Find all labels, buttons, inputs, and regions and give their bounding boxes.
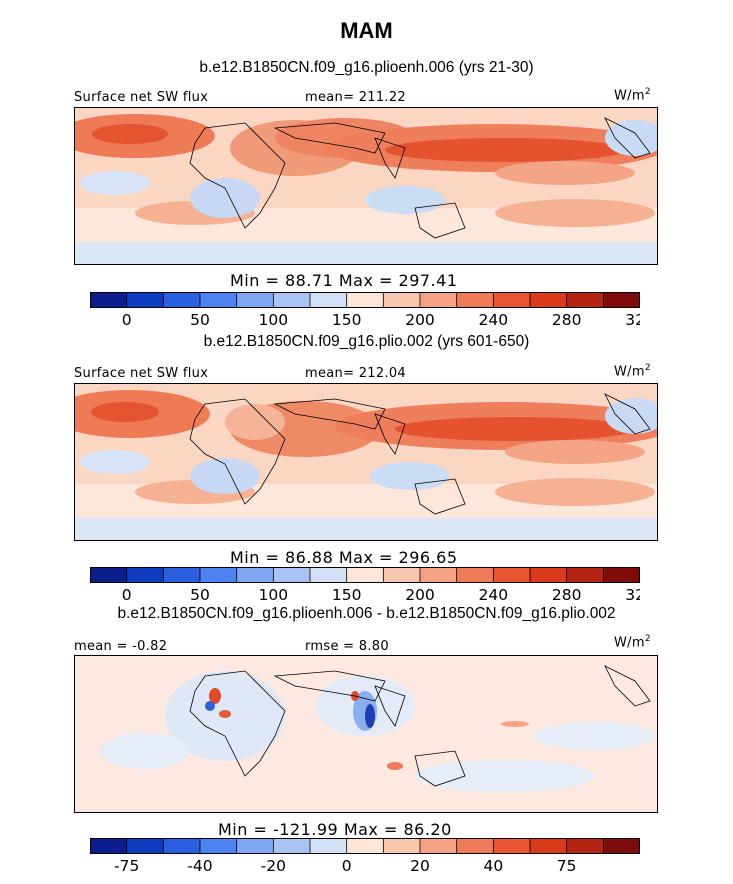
colorbar-swatch xyxy=(310,838,348,854)
colorbar-swatch xyxy=(163,292,201,308)
panel-1-units: W/m2 xyxy=(614,87,651,104)
colorbar-swatch xyxy=(493,838,531,854)
colorbar-border xyxy=(90,292,640,308)
colorbar-swatch xyxy=(420,292,458,308)
colorbar-swatch xyxy=(346,838,384,854)
colorbar-swatch xyxy=(530,567,568,583)
panel-3-left-label: mean = -0.82 xyxy=(74,639,168,654)
colorbar-tick-label: 100 xyxy=(259,586,289,604)
colorbar-swatch xyxy=(603,292,640,308)
panel-1-center-label: mean= 211.22 xyxy=(305,90,406,105)
colorbar-tick-label: -75 xyxy=(114,857,139,875)
colorbar-swatch xyxy=(383,567,421,583)
colorbar-tick-label: 100 xyxy=(259,311,289,329)
panel-3-center-label: rmse = 8.80 xyxy=(305,639,389,654)
colorbar-swatch xyxy=(163,567,201,583)
colorbar-swatch xyxy=(566,567,604,583)
colorbar-swatch xyxy=(456,567,494,583)
colorbar-swatch xyxy=(236,838,274,854)
colorbar-tick-label: 240 xyxy=(479,311,509,329)
colorbar-swatch xyxy=(236,567,274,583)
panel-2-minmax: Min = 86.88 Max = 296.65 xyxy=(230,548,458,567)
colorbar-swatch xyxy=(383,292,421,308)
colorbar-swatch xyxy=(273,567,311,583)
panel-3-map xyxy=(74,655,658,813)
colorbar-swatch xyxy=(456,838,494,854)
colorbar-tick-label: 280 xyxy=(552,311,582,329)
colorbar-swatch xyxy=(310,292,348,308)
panel-1-case-title: b.e12.B1850CN.f09_g16.plioenh.006 (yrs 2… xyxy=(199,59,534,76)
panel-1-minmax: Min = 88.71 Max = 297.41 xyxy=(230,271,458,290)
colorbar-swatch xyxy=(530,292,568,308)
colorbar-tick-label: 320 xyxy=(625,311,640,329)
colorbar-border xyxy=(90,838,640,854)
panel-3-units: W/m2 xyxy=(614,634,651,651)
panel-2-left-label: Surface net SW flux xyxy=(74,366,209,381)
colorbar-tick-label: 75 xyxy=(557,857,577,875)
colorbar-swatch xyxy=(200,567,238,583)
colorbar-swatch xyxy=(566,838,604,854)
panel-3-case-title: b.e12.B1850CN.f09_g16.plioenh.006 - b.e1… xyxy=(117,605,616,622)
colorbar-tick-label: 0 xyxy=(122,586,132,604)
colorbar-swatch xyxy=(420,838,458,854)
panel-2-colorbar: 0 50 100 150 200 240 280 320 xyxy=(90,567,640,604)
figure-title: MAM xyxy=(340,18,393,43)
colorbar-swatch xyxy=(273,292,311,308)
colorbar-swatch xyxy=(603,567,640,583)
colorbar-tick-label: 320 xyxy=(625,586,640,604)
colorbar-border xyxy=(90,567,640,583)
colorbar-swatch xyxy=(310,567,348,583)
colorbar-swatch xyxy=(90,567,128,583)
colorbar-swatch xyxy=(90,838,128,854)
colorbar-tick-label: 50 xyxy=(190,586,210,604)
colorbar-swatch xyxy=(456,292,494,308)
colorbar-tick-label: 0 xyxy=(342,857,352,875)
colorbar-swatch xyxy=(200,292,238,308)
colorbar-swatch xyxy=(126,567,164,583)
colorbar-tick-label: 0 xyxy=(122,311,132,329)
panel-1-colorbar: 0 50 100 150 200 240 280 320 xyxy=(90,292,640,329)
colorbar-tick-label: 200 xyxy=(405,586,435,604)
colorbar-swatch xyxy=(163,838,201,854)
colorbar-swatch xyxy=(346,567,384,583)
colorbar-swatch xyxy=(200,838,238,854)
colorbar-tick-label: 40 xyxy=(483,857,503,875)
colorbar-swatch xyxy=(603,838,640,854)
colorbar-tick-label: -40 xyxy=(187,857,212,875)
panel-1-left-label: Surface net SW flux xyxy=(74,90,209,105)
colorbar-tick-label: 50 xyxy=(190,311,210,329)
panel-2-units: W/m2 xyxy=(614,363,651,380)
colorbar-swatch xyxy=(236,292,274,308)
colorbar-tick-label: 280 xyxy=(552,586,582,604)
colorbar-swatch xyxy=(420,567,458,583)
colorbar-swatch xyxy=(383,838,421,854)
colorbar-tick-label: 150 xyxy=(332,311,362,329)
colorbar-swatch xyxy=(126,292,164,308)
colorbar-swatch xyxy=(346,292,384,308)
panel-2-map xyxy=(74,383,658,541)
colorbar-swatch xyxy=(90,292,128,308)
colorbar-tick-label: 150 xyxy=(332,586,362,604)
panel-1-map xyxy=(74,107,658,265)
colorbar-tick-label: 20 xyxy=(410,857,430,875)
colorbar-tick-label: 240 xyxy=(479,586,509,604)
colorbar-swatch xyxy=(493,567,531,583)
colorbar-swatch xyxy=(566,292,604,308)
panel-2-case-title: b.e12.B1850CN.f09_g16.plio.002 (yrs 601-… xyxy=(203,333,530,350)
panel-3-colorbar: -75 -40 -20 0 20 40 75 xyxy=(90,838,640,875)
colorbar-tick-label: -20 xyxy=(261,857,286,875)
colorbar-swatch xyxy=(530,838,568,854)
panel-2-center-label: mean= 212.04 xyxy=(305,366,406,381)
colorbar-swatch xyxy=(493,292,531,308)
panel-3-minmax: Min = -121.99 Max = 86.20 xyxy=(218,820,452,839)
colorbar-swatch xyxy=(273,838,311,854)
colorbar-swatch xyxy=(126,838,164,854)
colorbar-tick-label: 200 xyxy=(405,311,435,329)
